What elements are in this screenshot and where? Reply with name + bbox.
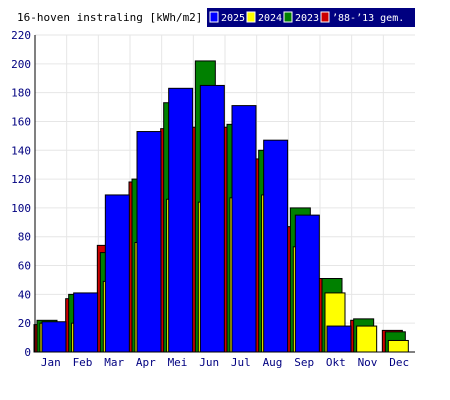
x-tick-label: Feb [73, 356, 93, 369]
y-tick-label: 140 [11, 144, 31, 157]
bar-3-jul [231, 105, 257, 353]
x-axis-ticks: Jan Feb Mar Apr Mei Jun Jul Aug Sep Okt Nov Dec [41, 356, 409, 369]
bar-3-okt [326, 325, 352, 353]
legend-label: 2025 [221, 13, 245, 24]
x-tick-label: Okt [326, 356, 346, 369]
bar-3-jun [199, 84, 225, 353]
legend-swatch [209, 11, 219, 23]
bar-3-aug [263, 139, 289, 353]
y-tick-label: 100 [11, 202, 31, 215]
bar-3-sep [294, 214, 320, 353]
chart-title: 16-hoven instraling [kWh/m2] [17, 11, 202, 24]
legend-label: ’88-’13 gem. [332, 13, 404, 24]
x-tick-label: Jan [41, 356, 61, 369]
y-tick-label: 80 [18, 231, 31, 244]
legend-box [207, 8, 415, 27]
bar-3-mar [104, 194, 130, 353]
bar-2-nov [356, 325, 378, 353]
legend-swatch [283, 11, 293, 23]
bars [33, 60, 409, 353]
x-tick-label: Apr [136, 356, 156, 369]
bar-3-apr [136, 131, 162, 353]
bar-3-mei [168, 87, 194, 353]
x-tick-label: Dec [389, 356, 409, 369]
y-tick-label: 60 [18, 260, 31, 273]
x-tick-label: Mar [104, 356, 124, 369]
y-tick-label: 0 [24, 346, 31, 359]
axes [34, 35, 415, 353]
bar-3-feb [73, 292, 99, 353]
y-tick-label: 180 [11, 87, 31, 100]
y-axis-ticks: 0 20 40 60 80 100 120 140 160 180 200 220 [11, 29, 31, 359]
y-tick-label: 160 [11, 115, 31, 128]
y-tick-label: 120 [11, 173, 31, 186]
legend: 2025 2024 2023 ’88-’13 gem. [207, 8, 415, 27]
x-tick-label: Sep [294, 356, 314, 369]
legend-label: 2023 [295, 13, 319, 24]
y-tick-label: 200 [11, 58, 31, 71]
x-tick-label: Nov [358, 356, 378, 369]
y-tick-label: 40 [18, 288, 31, 301]
legend-label: 2024 [258, 13, 282, 24]
legend-swatch [246, 11, 256, 23]
x-tick-label: Mei [168, 356, 188, 369]
x-tick-label: Jun [199, 356, 219, 369]
x-tick-label: Aug [263, 356, 283, 369]
y-tick-label: 20 [18, 317, 31, 330]
bar-2-dec [387, 339, 409, 353]
legend-swatch [320, 11, 330, 23]
y-tick-label: 220 [11, 29, 31, 42]
bar-3-jan [41, 321, 67, 353]
x-tick-label: Jul [231, 356, 251, 369]
